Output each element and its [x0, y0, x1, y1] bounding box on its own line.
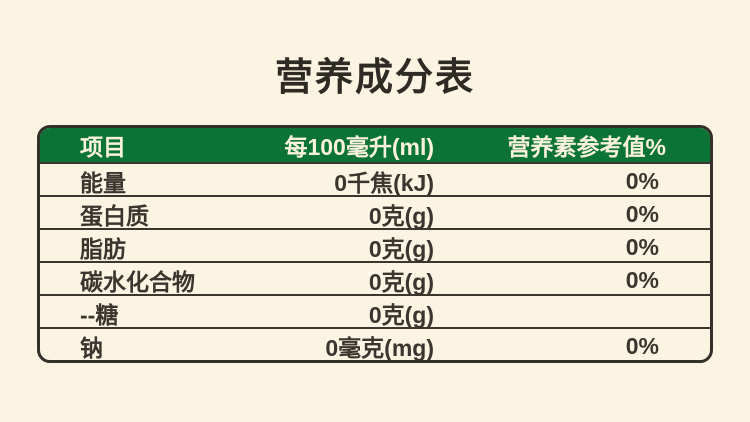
table-row-fat: 脂肪 0克(g) 0% — [40, 228, 710, 262]
table-row-energy: 能量 0千焦(kJ) 0% — [40, 162, 710, 196]
row-nrv-value: 0% — [625, 332, 659, 359]
row-item-label: 钠 — [80, 335, 103, 361]
row-item-label: 脂肪 — [80, 236, 126, 262]
row-nrv-value: 0% — [625, 233, 659, 260]
row-item-label: 蛋白质 — [80, 203, 149, 229]
row-item-label: --糖 — [80, 302, 119, 328]
row-amount-value: 0克(g) — [368, 269, 434, 295]
row-amount-value: 0毫克(mg) — [325, 335, 434, 361]
table-row-sugar: --糖 0克(g) — [40, 294, 710, 328]
table-row-carbohydrate: 碳水化合物 0克(g) 0% — [40, 261, 710, 295]
header-amount-label: 每100毫升(ml) — [284, 134, 434, 160]
row-amount-value: 0克(g) — [368, 203, 434, 229]
page-title: 营养成分表 — [274, 54, 475, 99]
row-amount-value: 0克(g) — [368, 236, 434, 262]
row-amount-value: 0千焦(kJ) — [334, 170, 434, 196]
table-row-sodium: 钠 0毫克(mg) 0% — [40, 327, 710, 360]
row-item-label: 碳水化合物 — [80, 269, 195, 295]
table-header-row: 项目 每100毫升(ml) 营养素参考值% — [40, 128, 710, 162]
table-row-protein: 蛋白质 0克(g) 0% — [40, 195, 710, 229]
row-nrv-value: 0% — [625, 266, 659, 293]
header-nrv-label: 营养素参考值% — [507, 134, 666, 160]
row-nrv-value: 0% — [625, 167, 659, 194]
row-item-label: 能量 — [80, 170, 126, 196]
header-item-label: 项目 — [80, 134, 126, 160]
nutrition-table: 项目 每100毫升(ml) 营养素参考值% 能量 0千焦(kJ) 0% 蛋白质 … — [37, 125, 713, 363]
row-nrv-value: 0% — [625, 200, 659, 227]
row-amount-value: 0克(g) — [368, 302, 434, 328]
